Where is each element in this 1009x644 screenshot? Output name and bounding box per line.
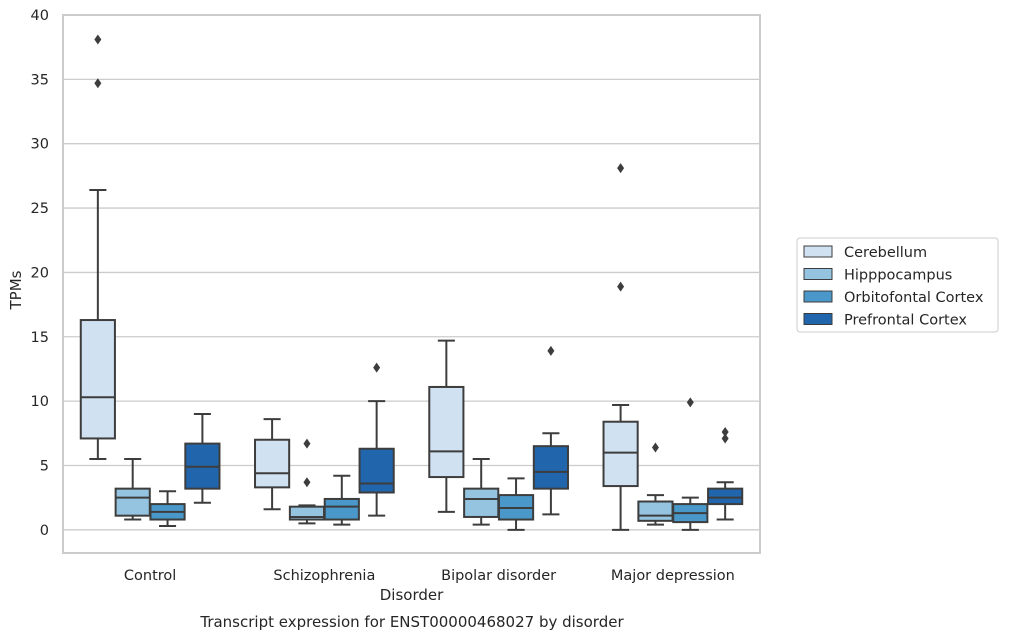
outlier-point (94, 78, 102, 89)
box-body (707, 487, 744, 506)
box-body (532, 445, 569, 490)
box-body (79, 319, 116, 440)
box-body (602, 420, 639, 488)
legend-frame (796, 237, 999, 333)
box-prefrontal-cortex (532, 345, 569, 516)
legend-label: Hipppocampus (844, 268, 952, 284)
outlier-point (721, 427, 729, 438)
box-hipppocampus (288, 438, 326, 525)
y-tick-label: 35 (31, 72, 49, 88)
legend-label: Cerebellum (844, 245, 927, 261)
outlier-point (617, 163, 625, 174)
box-cerebellum (254, 418, 291, 511)
box-orbitofontal-cortex (672, 397, 709, 531)
y-tick-label: 15 (31, 330, 49, 346)
outlier-point (303, 438, 311, 449)
outlier-point (721, 433, 729, 444)
box-body (323, 497, 360, 521)
box-orbitofontal-cortex (149, 490, 186, 527)
box-hipppocampus (114, 458, 151, 521)
legend-swatch (803, 268, 833, 280)
outlier-point (547, 345, 555, 356)
x-tick-label: Control (124, 568, 176, 584)
y-tick-label: 25 (31, 201, 49, 217)
y-tick-label: 5 (40, 458, 49, 474)
box-body (254, 438, 291, 489)
y-tick-label: 10 (31, 394, 49, 410)
legend-swatch (803, 245, 833, 258)
outlier-point (303, 477, 311, 488)
box-body (358, 447, 395, 494)
x-tick-label: Schizophrenia (273, 568, 375, 584)
box-cerebellum (79, 34, 116, 461)
box-prefrontal-cortex (358, 362, 395, 517)
tick-labels: 0 5 10 15 20 25 30 35 40 Control Schizophrenia Bipo… (31, 8, 735, 584)
y-tick-label: 0 (40, 523, 49, 539)
box-hipppocampus (463, 458, 500, 526)
chart-caption: Transcript expression for ENST0000046802… (199, 613, 624, 631)
x-tick-label: Major depression (611, 568, 735, 584)
x-axis-title: Disorder (380, 586, 444, 604)
box-orbitofontal-cortex (323, 474, 360, 526)
box-orbitofontal-cortex (497, 477, 535, 531)
box-body (637, 500, 674, 522)
x-tick-label: Bipolar disorder (441, 568, 556, 584)
box-prefrontal-cortex (184, 412, 221, 504)
box-body (428, 385, 465, 479)
outlier-point (617, 281, 625, 292)
y-tick-label: 40 (31, 8, 49, 24)
outlier-point (686, 397, 694, 408)
box-cerebellum (428, 339, 465, 513)
outlier-point (651, 442, 659, 453)
box-cerebellum (602, 163, 639, 531)
outlier-point (94, 34, 102, 45)
legend-label: Orbitofontal Cortex (844, 290, 984, 306)
y-tick-label: 30 (31, 137, 49, 153)
y-axis-title: TPMs (7, 270, 25, 310)
boxes-layer (79, 34, 744, 531)
plot-frame (62, 14, 761, 554)
box-body (114, 487, 151, 517)
legend-swatch (803, 313, 833, 325)
legend: Cerebellum Hipppocampus Orbitofontal Corte… (796, 237, 999, 333)
y-tick-label: 20 (31, 265, 49, 281)
legend-label: Prefrontal Cortex (844, 313, 967, 329)
outlier-point (373, 362, 381, 373)
box-body (463, 487, 500, 518)
legend-swatch (803, 290, 833, 303)
box-prefrontal-cortex (707, 427, 744, 521)
